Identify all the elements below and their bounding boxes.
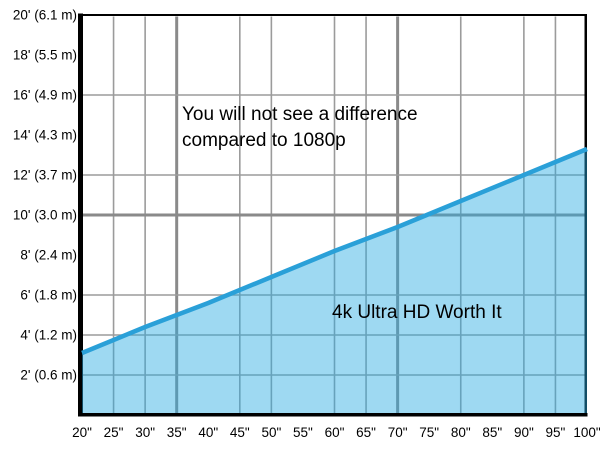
x-tick-label: 75" <box>419 425 439 440</box>
x-tick-label: 70" <box>388 425 408 440</box>
x-tick-label: 55" <box>293 425 313 440</box>
x-tick-label: 20" <box>72 425 92 440</box>
x-tick-label: 45" <box>230 425 250 440</box>
x-tick-label: 80" <box>451 425 471 440</box>
x-tick-label: 85" <box>482 425 502 440</box>
y-tick-label: 20' (6.1 m) <box>13 8 77 23</box>
y-tick-label: 8' (2.4 m) <box>20 248 77 263</box>
annotation-above-line: compared to 1080p <box>182 130 346 151</box>
x-tick-label: 100" <box>573 425 600 440</box>
annotation-above-line: You will not see a difference <box>182 104 418 125</box>
plot-right-border <box>584 14 587 415</box>
threshold-line <box>81 146 588 356</box>
worth-it-area <box>82 149 587 413</box>
x-tick-label: 90" <box>514 425 534 440</box>
x-tick-label: 40" <box>198 425 218 440</box>
x-tick-label: 50" <box>261 425 281 440</box>
x-tick-label: 60" <box>325 425 345 440</box>
x-tick-label: 30" <box>135 425 155 440</box>
y-axis-line <box>78 13 83 417</box>
x-tick-label: 35" <box>167 425 187 440</box>
y-tick-label: 16' (4.9 m) <box>13 88 77 103</box>
annotation-below-line: 4k Ultra HD Worth It <box>332 302 502 323</box>
y-tick-label: 14' (4.3 m) <box>13 128 77 143</box>
y-tick-label: 12' (3.7 m) <box>13 168 77 183</box>
plot-top-border <box>78 14 587 16</box>
y-tick-label: 18' (5.5 m) <box>13 48 77 63</box>
y-tick-label: 10' (3.0 m) <box>13 208 77 223</box>
x-tick-label: 65" <box>356 425 376 440</box>
x-axis-line <box>78 413 588 417</box>
x-tick-label: 95" <box>546 425 566 440</box>
y-tick-label: 4' (1.2 m) <box>20 328 77 343</box>
y-tick-label: 2' (0.6 m) <box>20 368 77 383</box>
x-tick-label: 25" <box>104 425 124 440</box>
y-tick-label: 6' (1.8 m) <box>20 288 77 303</box>
